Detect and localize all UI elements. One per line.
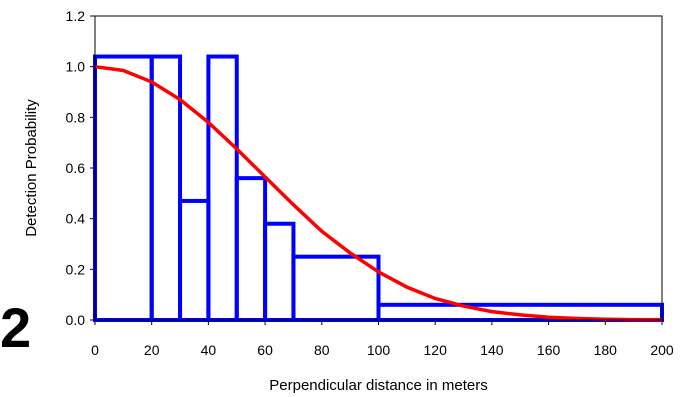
plot-frame <box>94 15 663 321</box>
y-tick-label: 1.0 <box>66 59 86 75</box>
panel-label: 2 <box>0 296 32 359</box>
x-axis-title: Perpendicular distance in meters <box>269 377 487 394</box>
y-tick-label: 0.0 <box>66 312 86 328</box>
detection-curve <box>94 64 663 322</box>
x-axis-ticks: 0 20 40 60 80 100 120 140 160 180 200 <box>91 320 674 358</box>
y-axis-title: Detection Probability <box>23 99 40 237</box>
histogram-bar-0 <box>93 54 154 323</box>
x-tick-label: 160 <box>537 342 561 358</box>
histogram-bars <box>93 54 664 323</box>
histogram-bar-2 <box>178 198 211 322</box>
x-tick-label: 100 <box>367 342 391 358</box>
y-tick-label: 0.6 <box>66 160 86 176</box>
y-tick-label: 0.2 <box>66 261 86 277</box>
histogram-bar-6 <box>291 254 381 322</box>
x-tick-label: 180 <box>594 342 618 358</box>
histogram-bar-4 <box>234 176 268 322</box>
x-tick-label: 0 <box>91 342 99 358</box>
x-tick-label: 140 <box>480 342 504 358</box>
histogram-bar-5 <box>263 221 296 323</box>
x-tick-label: 80 <box>314 342 330 358</box>
y-tick-label: 0.8 <box>66 109 86 125</box>
y-tick-label: 0.4 <box>66 211 86 227</box>
y-tick-label: 1.2 <box>66 8 86 24</box>
x-tick-label: 40 <box>201 342 217 358</box>
x-tick-label: 20 <box>144 342 160 358</box>
histogram-bar-3 <box>206 54 239 323</box>
y-axis-ticks: 0.0 0.2 0.4 0.6 0.8 1.0 1.2 <box>66 8 95 328</box>
x-tick-label: 120 <box>424 342 448 358</box>
x-tick-label: 200 <box>650 342 674 358</box>
x-tick-label: 60 <box>257 342 273 358</box>
